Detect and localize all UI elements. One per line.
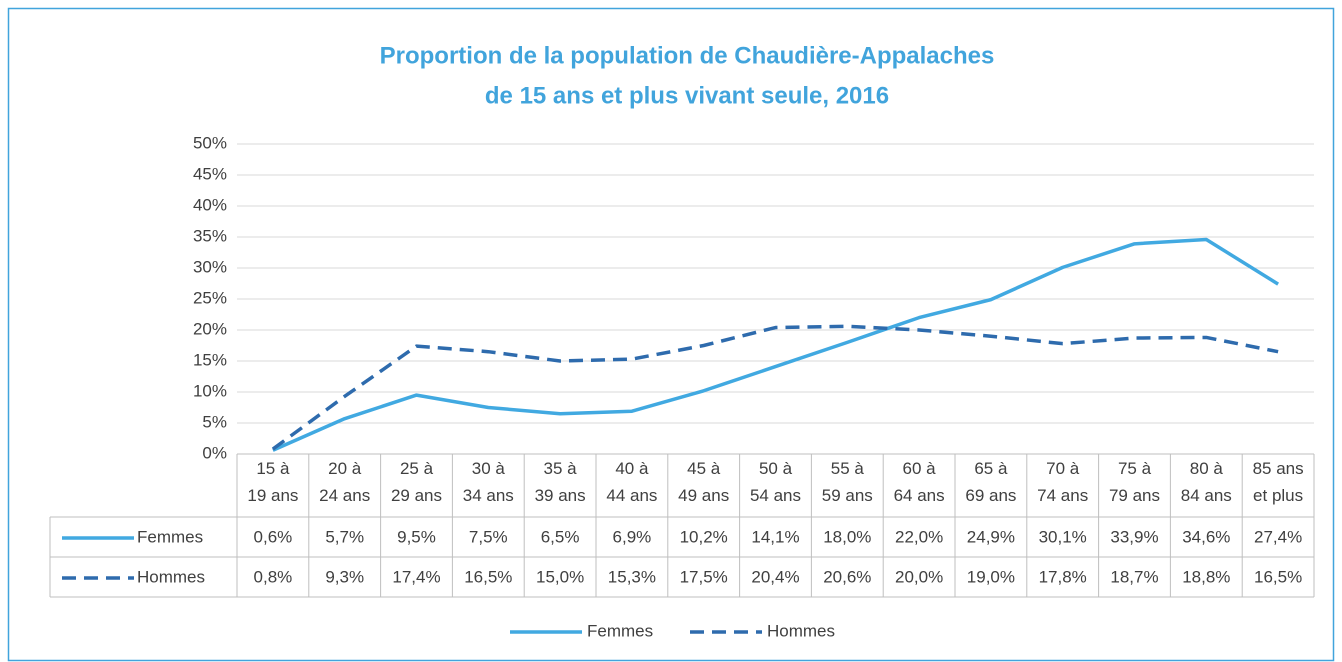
x-tick-label: 70 à 74 ans [1037,459,1088,505]
x-tick-label: 25 à 29 ans [391,459,442,505]
y-tick-label: 45% [193,164,227,183]
y-tick-label: 50% [193,133,227,152]
data-label: 17,5% [680,567,728,586]
data-label: 10,2% [680,527,728,546]
y-tick-label: 25% [193,288,227,307]
data-label: 17,4% [392,567,440,586]
y-tick-label: 0% [202,443,227,462]
data-label: 16,5% [464,567,512,586]
data-label: 20,4% [751,567,799,586]
x-tick-label: 40 à 44 ans [606,459,657,505]
data-label: 20,6% [823,567,871,586]
x-tick-label: 35 à 39 ans [535,459,586,505]
data-label: 18,0% [823,527,871,546]
data-label: 16,5% [1254,567,1302,586]
line [271,324,1279,451]
y-tick-label: 20% [193,319,227,338]
data-label: 27,4% [1254,527,1302,546]
data-label: 34,6% [1182,527,1230,546]
x-tick-label: 85 ans et plus [1253,459,1304,505]
chart-title: de 15 ans et plus vivant seule, 2016 [485,82,889,109]
chart-border [7,7,1335,662]
table-row-label: Hommes [137,567,205,586]
data-label: 9,3% [325,567,364,586]
data-label: 6,9% [613,527,652,546]
data-label: 15,3% [608,567,656,586]
x-tick-label: 75 à 79 ans [1109,459,1160,505]
x-tick-label: 65 à 69 ans [965,459,1016,505]
data-label: 0,6% [254,527,293,546]
data-label: 30,1% [1039,527,1087,546]
data-label: 6,5% [541,527,580,546]
x-tick-label: 80 à 84 ans [1181,459,1232,505]
data-label: 15,0% [536,567,584,586]
y-tick-label: 35% [193,226,227,245]
data-label: 14,1% [751,527,799,546]
data-label: 18,8% [1182,567,1230,586]
legend-label: Hommes [767,621,835,640]
data-label: 0,8% [254,567,293,586]
chart-title: Proportion de la population de Chaudière… [380,42,995,69]
data-label: 17,8% [1039,567,1087,586]
y-tick-label: 15% [193,350,227,369]
table-row-label: Femmes [137,527,203,546]
x-tick-label: 15 à 19 ans [247,459,298,505]
data-label: 9,5% [397,527,436,546]
x-tick-label: 20 à 24 ans [319,459,370,505]
data-label: 18,7% [1110,567,1158,586]
x-tick-label: 60 à 64 ans [894,459,945,505]
data-label: 22,0% [895,527,943,546]
x-tick-label: 45 à 49 ans [678,459,729,505]
x-tick-label: 50 à 54 ans [750,459,801,505]
data-label: 24,9% [967,527,1015,546]
y-tick-label: 5% [202,412,227,431]
data-label: 7,5% [469,527,508,546]
data-label: 33,9% [1110,527,1158,546]
y-tick-label: 40% [193,195,227,214]
line [272,237,1280,452]
x-tick-label: 30 à 34 ans [463,459,514,505]
legend-label: Femmes [587,621,653,640]
x-tick-label: 55 à 59 ans [822,459,873,505]
data-label: 20,0% [895,567,943,586]
y-tick-label: 30% [193,257,227,276]
y-tick-label: 10% [193,381,227,400]
data-label: 5,7% [325,527,364,546]
data-label: 19,0% [967,567,1015,586]
